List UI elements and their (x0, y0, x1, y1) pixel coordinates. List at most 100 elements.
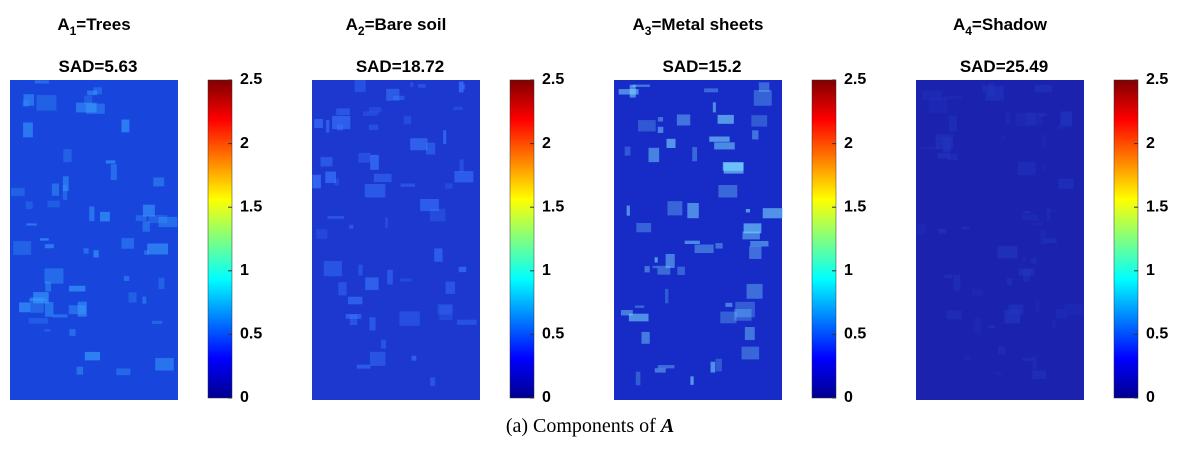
map-texture (994, 371, 1003, 376)
map-texture (155, 358, 174, 371)
map-texture (369, 107, 382, 113)
map-texture (11, 187, 25, 197)
map-texture (715, 243, 723, 249)
abundance-map (614, 80, 782, 400)
map-texture (997, 346, 1006, 355)
map-texture (456, 319, 477, 325)
map-texture (458, 81, 464, 93)
map-texture (326, 120, 330, 133)
map-texture (1042, 163, 1046, 171)
colorbar-tick-label: 0.5 (240, 326, 262, 343)
map-texture (142, 296, 147, 304)
map-texture (1025, 112, 1043, 126)
colorbar-tick-label: 0 (240, 389, 249, 406)
map-texture (741, 346, 760, 360)
map-texture (369, 317, 376, 331)
map-texture (920, 146, 941, 149)
colorbar-tick-label: 0 (844, 389, 853, 406)
title-symbol: A (953, 15, 965, 34)
abundance-map (312, 80, 480, 400)
map-texture (752, 130, 759, 140)
map-texture (684, 240, 700, 245)
map-texture (84, 95, 93, 105)
map-texture (439, 305, 453, 321)
title-text: =Bare soil (365, 15, 447, 34)
map-texture (928, 97, 948, 114)
map-texture (666, 138, 676, 148)
map-texture (1056, 308, 1067, 319)
colorbar-tick-label: 0.5 (844, 326, 866, 343)
colorbar-tick-label: 2.5 (844, 71, 866, 88)
title-text: =Trees (76, 15, 130, 34)
caption-text: (a) Components of (506, 415, 661, 437)
caption: (a) Components of A (506, 415, 674, 437)
map-texture (972, 288, 983, 296)
colorbar (207, 79, 233, 399)
map-texture (1022, 211, 1031, 214)
title-text: =Shadow (972, 15, 1048, 34)
title-symbol: A (633, 15, 645, 34)
map-texture (644, 266, 650, 273)
map-texture (445, 183, 453, 189)
map-texture (410, 82, 414, 87)
map-texture (148, 214, 168, 224)
map-texture (1051, 320, 1057, 329)
map-texture (403, 115, 412, 125)
map-texture (418, 84, 426, 88)
map-texture (946, 310, 962, 320)
map-texture (76, 366, 84, 375)
map-texture (694, 244, 714, 254)
colorbar (509, 79, 535, 399)
map-texture (657, 117, 664, 122)
map-texture (745, 208, 751, 213)
map-texture (410, 138, 428, 151)
map-texture (654, 368, 666, 373)
map-texture (387, 269, 393, 285)
map-texture (676, 114, 691, 126)
map-texture (1041, 134, 1048, 148)
map-texture (77, 301, 87, 317)
colorbar (1113, 79, 1139, 399)
map-texture (1031, 257, 1037, 264)
map-texture (153, 177, 165, 187)
map-texture (620, 310, 633, 316)
map-texture (988, 324, 995, 328)
map-texture (358, 264, 363, 276)
map-texture (657, 265, 671, 275)
map-texture (722, 162, 744, 171)
map-texture (25, 201, 33, 209)
map-texture (1017, 161, 1036, 176)
map-texture (1044, 238, 1057, 244)
panel: A3=Metal sheets SAD=15.2 0 0.5 1 1.5 2 2.5 (614, 15, 866, 406)
map-texture (690, 376, 694, 385)
map-texture (84, 351, 101, 361)
map-texture (742, 231, 760, 240)
map-texture (665, 253, 675, 269)
map-texture (704, 88, 719, 93)
colorbar-tick-label: 2 (240, 135, 249, 152)
map-texture (373, 173, 392, 183)
map-texture (985, 85, 1004, 101)
map-texture (1058, 178, 1074, 189)
map-texture (13, 241, 32, 255)
map-texture (437, 304, 453, 315)
sad-label: SAD=15.2 (663, 57, 742, 76)
map-texture (63, 149, 72, 163)
map-texture (44, 268, 64, 284)
map-texture (717, 114, 734, 124)
map-texture (430, 377, 436, 386)
map-texture (22, 100, 29, 107)
title-subscript: 1 (70, 24, 77, 38)
map-texture (715, 358, 722, 372)
map-texture (44, 329, 51, 332)
map-texture (937, 152, 950, 159)
map-texture (116, 368, 131, 376)
map-texture (51, 183, 60, 196)
map-texture (128, 292, 137, 303)
abundance-map (10, 80, 178, 400)
map-texture (963, 354, 971, 361)
title-subscript: 3 (645, 24, 652, 38)
map-texture (1032, 370, 1047, 380)
map-texture (349, 224, 354, 229)
map-texture (52, 314, 68, 318)
